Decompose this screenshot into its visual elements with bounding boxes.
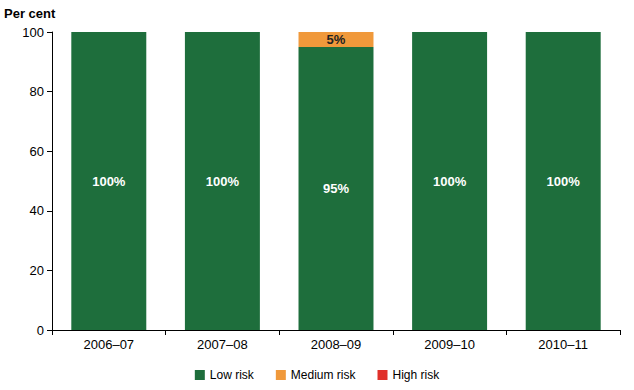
svg-text:2006–07: 2006–07 [83, 337, 134, 352]
svg-text:2010–11: 2010–11 [538, 337, 588, 352]
svg-text:Low risk: Low risk [210, 368, 255, 382]
svg-text:2007–08: 2007–08 [197, 337, 248, 352]
svg-text:2009–10: 2009–10 [424, 337, 475, 352]
svg-text:100%: 100% [206, 174, 240, 189]
svg-text:100%: 100% [433, 174, 467, 189]
svg-text:2008–09: 2008–09 [311, 337, 362, 352]
svg-text:60: 60 [30, 144, 44, 159]
svg-text:40: 40 [30, 203, 44, 218]
svg-text:95%: 95% [323, 181, 349, 196]
svg-text:Per cent: Per cent [4, 6, 56, 21]
svg-text:100: 100 [22, 25, 44, 40]
svg-text:Medium risk: Medium risk [291, 368, 357, 382]
svg-text:High risk: High risk [393, 368, 441, 382]
svg-text:5%: 5% [327, 32, 346, 47]
svg-text:80: 80 [30, 84, 44, 99]
svg-text:20: 20 [30, 263, 44, 278]
svg-text:100%: 100% [92, 174, 126, 189]
svg-text:100%: 100% [547, 174, 581, 189]
svg-text:0: 0 [37, 323, 44, 338]
